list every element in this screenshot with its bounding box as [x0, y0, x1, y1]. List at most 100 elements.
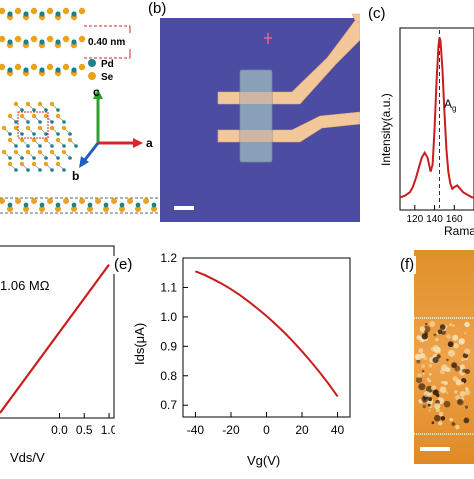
- raman-xtick-label: 120: [406, 214, 423, 225]
- pd-atom: [103, 202, 109, 208]
- se-atom: [19, 161, 25, 167]
- pd-atom: [62, 144, 66, 148]
- se-atom: [19, 113, 25, 119]
- se-atom: [78, 35, 86, 43]
- se-atom: [23, 206, 29, 212]
- se-atom: [55, 206, 61, 212]
- pd-atom: [8, 132, 12, 136]
- pd-atom: [44, 132, 48, 136]
- se-atom: [7, 113, 13, 119]
- pd-atom: [87, 202, 93, 208]
- se-atom: [14, 7, 22, 15]
- pd-atom: [7, 67, 13, 73]
- transfer-ytick-label: 0.9: [160, 339, 177, 353]
- se-atom: [62, 35, 70, 43]
- pd-atom: [26, 144, 30, 148]
- iv-xlabel: Vds/V: [10, 450, 45, 465]
- se-atom: [25, 125, 31, 131]
- se-atom: [31, 137, 37, 143]
- transfer-ytick-label: 1.1: [160, 280, 177, 294]
- se-atom: [111, 198, 117, 204]
- transfer-ytick-label: 1.0: [160, 310, 177, 324]
- se-atom: [0, 63, 6, 71]
- pd-atom: [39, 39, 45, 45]
- pd-atom: [62, 120, 66, 124]
- pd-atom: [20, 108, 24, 112]
- iv-xtick-label: 1.0: [101, 423, 115, 437]
- pd-atom: [26, 168, 30, 172]
- iv-xtick-label: 0.0: [51, 423, 68, 437]
- pd-atom: [39, 67, 45, 73]
- transfer-xlabel: Vg(V): [247, 453, 280, 468]
- pd-atom: [71, 11, 77, 17]
- pd-atom: [14, 168, 18, 172]
- transfer-xtick-label: -40: [187, 423, 205, 437]
- se-atom: [103, 206, 109, 212]
- se-atom: [46, 7, 54, 15]
- se-atom: [7, 206, 13, 212]
- pd-atom: [68, 156, 72, 160]
- se-atom: [25, 149, 31, 155]
- pd-atom: [55, 67, 61, 73]
- pd-atom: [26, 120, 30, 124]
- pd-atom: [38, 168, 42, 172]
- se-atom: [37, 101, 43, 107]
- transfer-xtick-label: -20: [222, 423, 240, 437]
- se-atom: [119, 206, 125, 212]
- pd-atom: [55, 202, 61, 208]
- se-atom: [71, 206, 77, 212]
- iv-curve-line: [0, 263, 110, 414]
- se-atom: [0, 7, 6, 15]
- pd-legend-label: Pd: [101, 59, 114, 70]
- pd-atom: [39, 202, 45, 208]
- se-atom: [79, 198, 85, 204]
- panel-c-label: (c): [366, 5, 388, 23]
- pd-atom: [7, 11, 13, 17]
- axis-a-label: a: [146, 136, 153, 150]
- se-atom: [55, 161, 61, 167]
- raman-plot-frame: [399, 27, 474, 211]
- se-atom: [46, 35, 54, 43]
- se-atom: [127, 198, 133, 204]
- se-atom: [14, 35, 22, 43]
- pd-atom: [44, 108, 48, 112]
- se-atom: [43, 113, 49, 119]
- se-atom: [63, 198, 69, 204]
- afm-flake-texture: [414, 321, 471, 430]
- pd-atom: [50, 168, 54, 172]
- afm-image: [414, 250, 474, 464]
- pd-atom: [14, 144, 18, 148]
- se-atom: [15, 198, 21, 204]
- panel-f-afm: (f): [360, 240, 474, 474]
- se-atom: [55, 113, 61, 119]
- raman-ylabel: Intensity(a.u.): [379, 93, 393, 166]
- transfer-ytick-label: 0.8: [160, 369, 177, 383]
- se-atom: [143, 198, 149, 204]
- se-atom: [62, 7, 70, 15]
- se-atom: [61, 149, 67, 155]
- pd-atom: [56, 132, 60, 136]
- panel-e-label: (e): [112, 256, 135, 274]
- pd-atom: [50, 144, 54, 148]
- se-atom: [37, 125, 43, 131]
- dimension-label-bg: [85, 33, 131, 49]
- device-micrograph: [160, 13, 371, 222]
- se-atom: [37, 149, 43, 155]
- pd-atom: [71, 39, 77, 45]
- se-atom: [0, 198, 5, 204]
- pd-atom: [56, 108, 60, 112]
- pd-atom: [20, 132, 24, 136]
- pd-atom: [74, 144, 78, 148]
- panel-c-raman: 120 140 160 Ag Intensity(a.u.) Rama (c): [360, 0, 474, 240]
- se-atom: [95, 198, 101, 204]
- panel-b-optical-image: (b): [146, 0, 371, 222]
- se-atom: [49, 101, 55, 107]
- pd-atom: [32, 108, 36, 112]
- se-atom: [1, 149, 7, 155]
- se-atom: [78, 63, 86, 71]
- axis-b-arrow: [82, 142, 100, 162]
- se-atom: [47, 198, 53, 204]
- se-atom: [87, 206, 93, 212]
- se-atom: [78, 7, 86, 15]
- dimension-label: 0.40 nm: [88, 37, 125, 48]
